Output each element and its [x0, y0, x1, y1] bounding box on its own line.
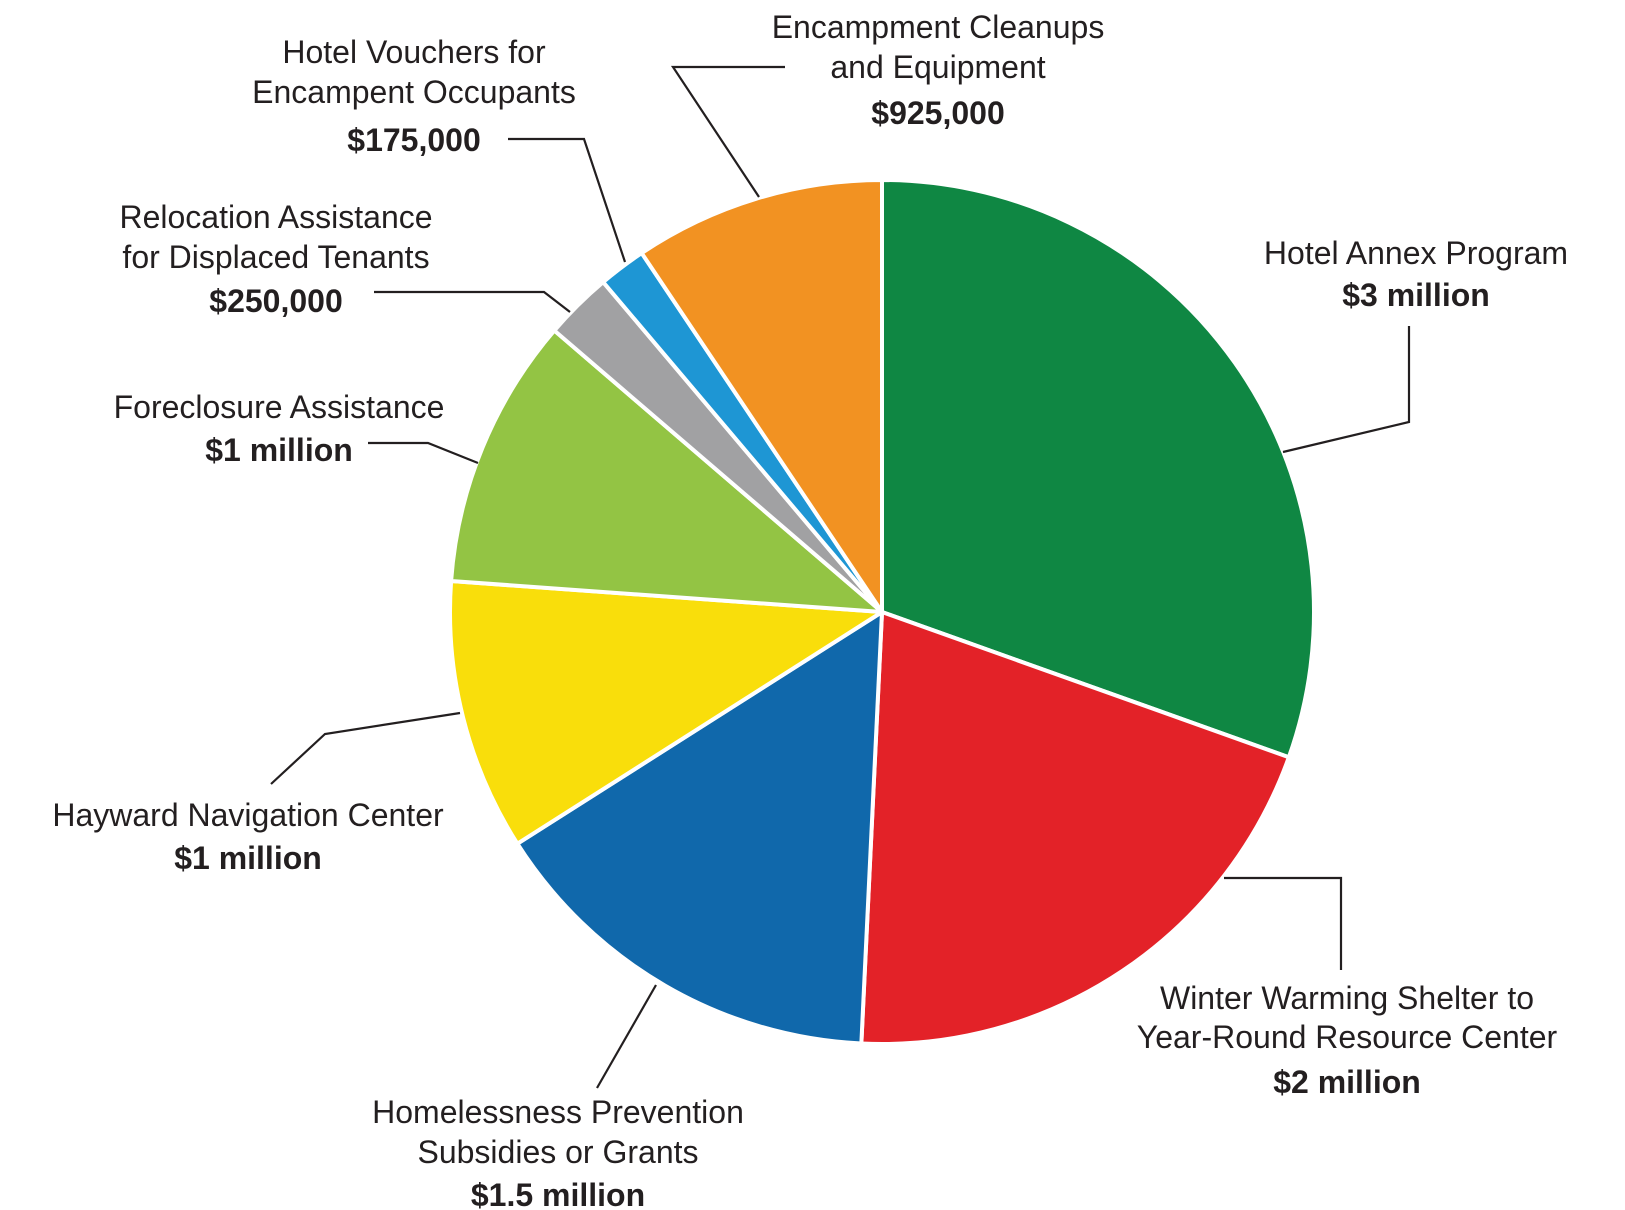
label-winter-shelter-name-line1: Winter Warming Shelter to	[1160, 980, 1534, 1016]
label-hotel-annex: Hotel Annex Program $3 million	[1264, 235, 1568, 313]
label-relocation-name-line2: for Displaced Tenants	[122, 239, 429, 275]
leader-lines	[270, 65, 1411, 1089]
pie-slice-homelessness-prevention-subsidies-or-grants	[515, 610, 884, 1046]
leader-line-navigation	[270, 711, 461, 785]
pie-slice-hayward-navigation-center	[448, 579, 884, 846]
label-vouchers-name-line2: Encampent Occupants	[252, 74, 576, 110]
label-foreclosure-value: $1 million	[205, 432, 353, 468]
pie-slice-winter-warming-shelter-to-year-round-resource-center	[859, 610, 1291, 1046]
label-cleanups: Encampment Cleanups and Equipment $925,0…	[772, 9, 1105, 131]
pie-slice-hotel-annex-program	[880, 178, 1316, 760]
label-foreclosure-name: Foreclosure Assistance	[114, 389, 445, 425]
label-prevention-name-line1: Homelessness Prevention	[372, 1094, 744, 1130]
leader-line-winter-shelter	[1224, 876, 1343, 970]
label-prevention-value: $1.5 million	[471, 1177, 645, 1210]
label-relocation-name-line1: Relocation Assistance	[119, 199, 432, 235]
leader-line-vouchers	[508, 137, 627, 263]
label-navigation-value: $1 million	[174, 840, 322, 876]
label-relocation-value: $250,000	[209, 283, 342, 319]
label-vouchers: Hotel Vouchers for Encampent Occupants $…	[252, 34, 576, 158]
label-vouchers-name-line1: Hotel Vouchers for	[282, 34, 546, 70]
label-winter-shelter-name-line2: Year-Round Resource Center	[1137, 1019, 1558, 1055]
label-foreclosure: Foreclosure Assistance $1 million	[114, 389, 445, 468]
label-prevention: Homelessness Prevention Subsidies or Gra…	[372, 1094, 744, 1210]
slices-layer	[448, 178, 1316, 1046]
label-cleanups-name-line1: Encampment Cleanups	[772, 9, 1105, 45]
label-winter-shelter-value: $2 million	[1273, 1064, 1421, 1100]
label-hotel-annex-value: $3 million	[1342, 277, 1490, 313]
label-navigation: Hayward Navigation Center $1 million	[52, 797, 444, 876]
leader-line-foreclosure	[368, 441, 479, 465]
label-prevention-name-line2: Subsidies or Grants	[417, 1134, 698, 1170]
leader-line-prevention	[596, 984, 657, 1089]
label-hotel-annex-name: Hotel Annex Program	[1264, 235, 1568, 271]
label-cleanups-name-line2: and Equipment	[830, 49, 1045, 85]
label-cleanups-value: $925,000	[871, 95, 1004, 131]
label-vouchers-value: $175,000	[347, 122, 480, 158]
label-relocation: Relocation Assistance for Displaced Tena…	[119, 199, 432, 319]
pie-slice-foreclosure-assistance	[449, 328, 884, 614]
leader-line-relocation	[374, 290, 571, 313]
label-navigation-name: Hayward Navigation Center	[52, 797, 444, 833]
pie-slice-encampment-cleanups-and-equipment	[639, 178, 884, 614]
leader-line-hotel-annex	[1282, 326, 1411, 454]
leader-line-cleanups	[670, 65, 785, 198]
label-winter-shelter: Winter Warming Shelter to Year-Round Res…	[1137, 980, 1558, 1100]
